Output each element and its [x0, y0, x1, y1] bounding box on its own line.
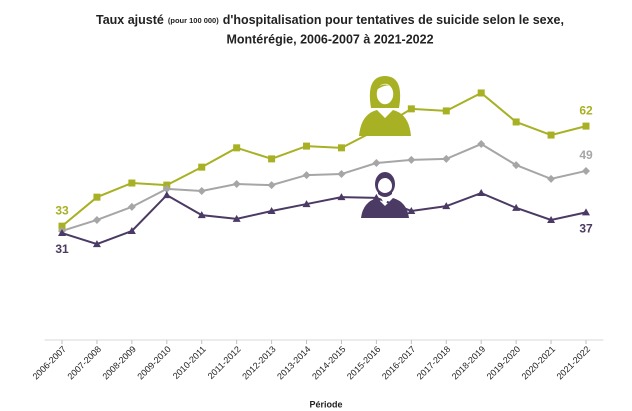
x-tick-label: 2012-2013	[240, 344, 278, 382]
x-tick-label: 2009-2010	[135, 344, 173, 382]
marker	[267, 181, 276, 190]
marker	[477, 89, 485, 97]
data-label: 62	[579, 103, 593, 117]
marker	[128, 179, 136, 187]
series-line	[61, 91, 587, 227]
woman-icon	[359, 76, 411, 136]
title-note: (pour 100 000)	[168, 16, 219, 25]
x-tick-label: 2010-2011	[171, 344, 208, 381]
x-tick-label: 2006-2007	[31, 344, 69, 382]
marker	[337, 170, 346, 179]
marker	[303, 142, 311, 150]
data-label: 49	[579, 148, 593, 162]
chart-title: Taux ajusté (pour 100 000) d'hospitalisati…	[96, 13, 564, 27]
marker	[302, 171, 311, 180]
marker	[337, 193, 346, 201]
marker	[407, 105, 415, 113]
marker	[233, 144, 241, 152]
x-tick-label: 2013-2014	[275, 344, 313, 382]
marker	[547, 215, 556, 223]
marker	[372, 159, 381, 168]
marker	[197, 211, 206, 219]
marker	[442, 202, 451, 210]
marker	[232, 214, 241, 222]
title-rest: d'hospitalisation pour tentatives de sui…	[223, 13, 564, 27]
marker	[198, 163, 206, 171]
marker	[407, 206, 416, 214]
series-line	[61, 142, 587, 232]
marker	[58, 222, 66, 230]
marker	[442, 154, 451, 163]
marker	[197, 186, 206, 195]
marker	[407, 155, 416, 164]
data-label: 33	[55, 203, 69, 217]
marker	[127, 202, 136, 211]
x-tick-label: 2007-2008	[66, 344, 104, 382]
x-tick-label: 2017-2018	[415, 344, 453, 382]
marker	[512, 161, 521, 170]
marker	[547, 174, 556, 183]
marker	[232, 180, 241, 189]
plot: 2006-20072007-20082008-20092009-20102010…	[31, 89, 604, 382]
x-tick-label: 2008-2009	[100, 344, 138, 382]
x-tick-label: 2021-2022	[555, 344, 593, 382]
x-tick-label: 2015-2016	[345, 344, 383, 382]
x-tick-label: 2018-2019	[450, 344, 488, 382]
marker	[92, 215, 101, 224]
man-icon	[361, 172, 409, 218]
x-tick-label: 2014-2015	[310, 344, 348, 382]
marker	[442, 107, 450, 115]
marker	[582, 166, 590, 175]
marker	[58, 229, 66, 237]
title-main: Taux ajusté	[96, 13, 164, 27]
x-tick-label: 2020-2021	[520, 344, 558, 382]
marker	[512, 203, 521, 211]
marker	[268, 155, 276, 163]
x-tick-label: 2019-2020	[485, 344, 523, 382]
marker	[267, 206, 276, 214]
data-label: 31	[55, 242, 69, 256]
marker	[547, 131, 555, 139]
x-tick-label: 2011-2012	[206, 344, 243, 381]
series-line	[61, 191, 587, 246]
marker	[93, 193, 101, 201]
marker	[92, 240, 101, 248]
marker	[477, 189, 486, 197]
marker	[337, 144, 345, 152]
data-label: 37	[579, 222, 593, 236]
chart-title-line2: Montérégie, 2006-2007 à 2021-2022	[226, 32, 433, 46]
marker	[127, 226, 136, 234]
x-axis-title: Période	[309, 399, 342, 409]
marker	[162, 191, 171, 199]
marker	[582, 122, 590, 130]
marker	[477, 140, 486, 149]
marker	[582, 208, 590, 216]
marker	[162, 184, 171, 193]
x-tick-label: 2016-2017	[380, 344, 418, 382]
marker	[512, 118, 520, 126]
marker	[302, 200, 311, 208]
